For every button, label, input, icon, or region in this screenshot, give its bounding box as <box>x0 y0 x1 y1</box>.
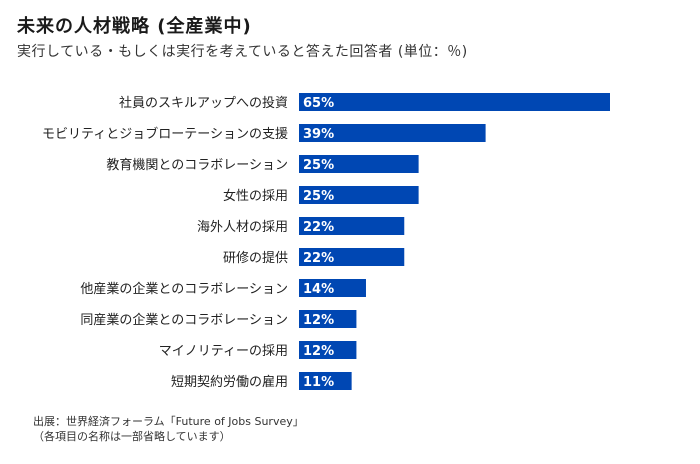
bar <box>299 279 366 297</box>
source-note: 出展：世界経済フォーラム「Future of Jobs Survey」 （各項目… <box>33 414 304 444</box>
bar <box>299 186 419 204</box>
value-label: 39% <box>303 127 334 142</box>
value-label: 12% <box>303 313 334 328</box>
category-label: 社員のスキルアップへの投資 <box>119 95 288 111</box>
bar <box>299 248 405 266</box>
value-label: 12% <box>303 344 334 359</box>
value-label: 25% <box>303 189 334 204</box>
bar <box>299 155 419 173</box>
chart-title: 未来の人材戦略 (全産業中) <box>17 16 252 37</box>
source-note-line: （各項目の名称は一部省略しています） <box>33 430 231 443</box>
value-label: 22% <box>303 220 334 235</box>
value-label: 65% <box>303 96 334 111</box>
source-line: 出展：世界経済フォーラム「Future of Jobs Survey」 <box>33 415 304 428</box>
bar <box>299 93 610 111</box>
bars-group: 社員のスキルアップへの投資 65% モビリティとジョブローテーションの支援 39% 教育… <box>42 93 610 390</box>
value-label: 11% <box>303 375 334 390</box>
chart-subtitle: 実行している・もしくは実行を考えていると答えた回答者 (単位：％) <box>17 44 468 60</box>
category-label: モビリティとジョブローテーションの支援 <box>42 126 288 142</box>
category-label: 同産業の企業とのコラボレーション <box>80 312 288 328</box>
category-label: 短期契約労働の雇用 <box>171 374 288 390</box>
category-label: 研修の提供 <box>223 250 288 266</box>
value-label: 14% <box>303 282 334 297</box>
bar <box>299 372 352 390</box>
category-label: 海外人材の採用 <box>197 220 288 235</box>
bar <box>299 124 486 142</box>
category-label: マイノリティーの採用 <box>159 344 288 359</box>
bar <box>299 341 357 359</box>
bar <box>299 310 357 328</box>
category-label: 女性の採用 <box>223 188 288 204</box>
bar <box>299 217 405 235</box>
value-label: 25% <box>303 158 334 173</box>
category-label: 他産業の企業とのコラボレーション <box>80 281 288 297</box>
value-label: 22% <box>303 251 334 266</box>
category-label: 教育機関とのコラボレーション <box>106 157 288 173</box>
